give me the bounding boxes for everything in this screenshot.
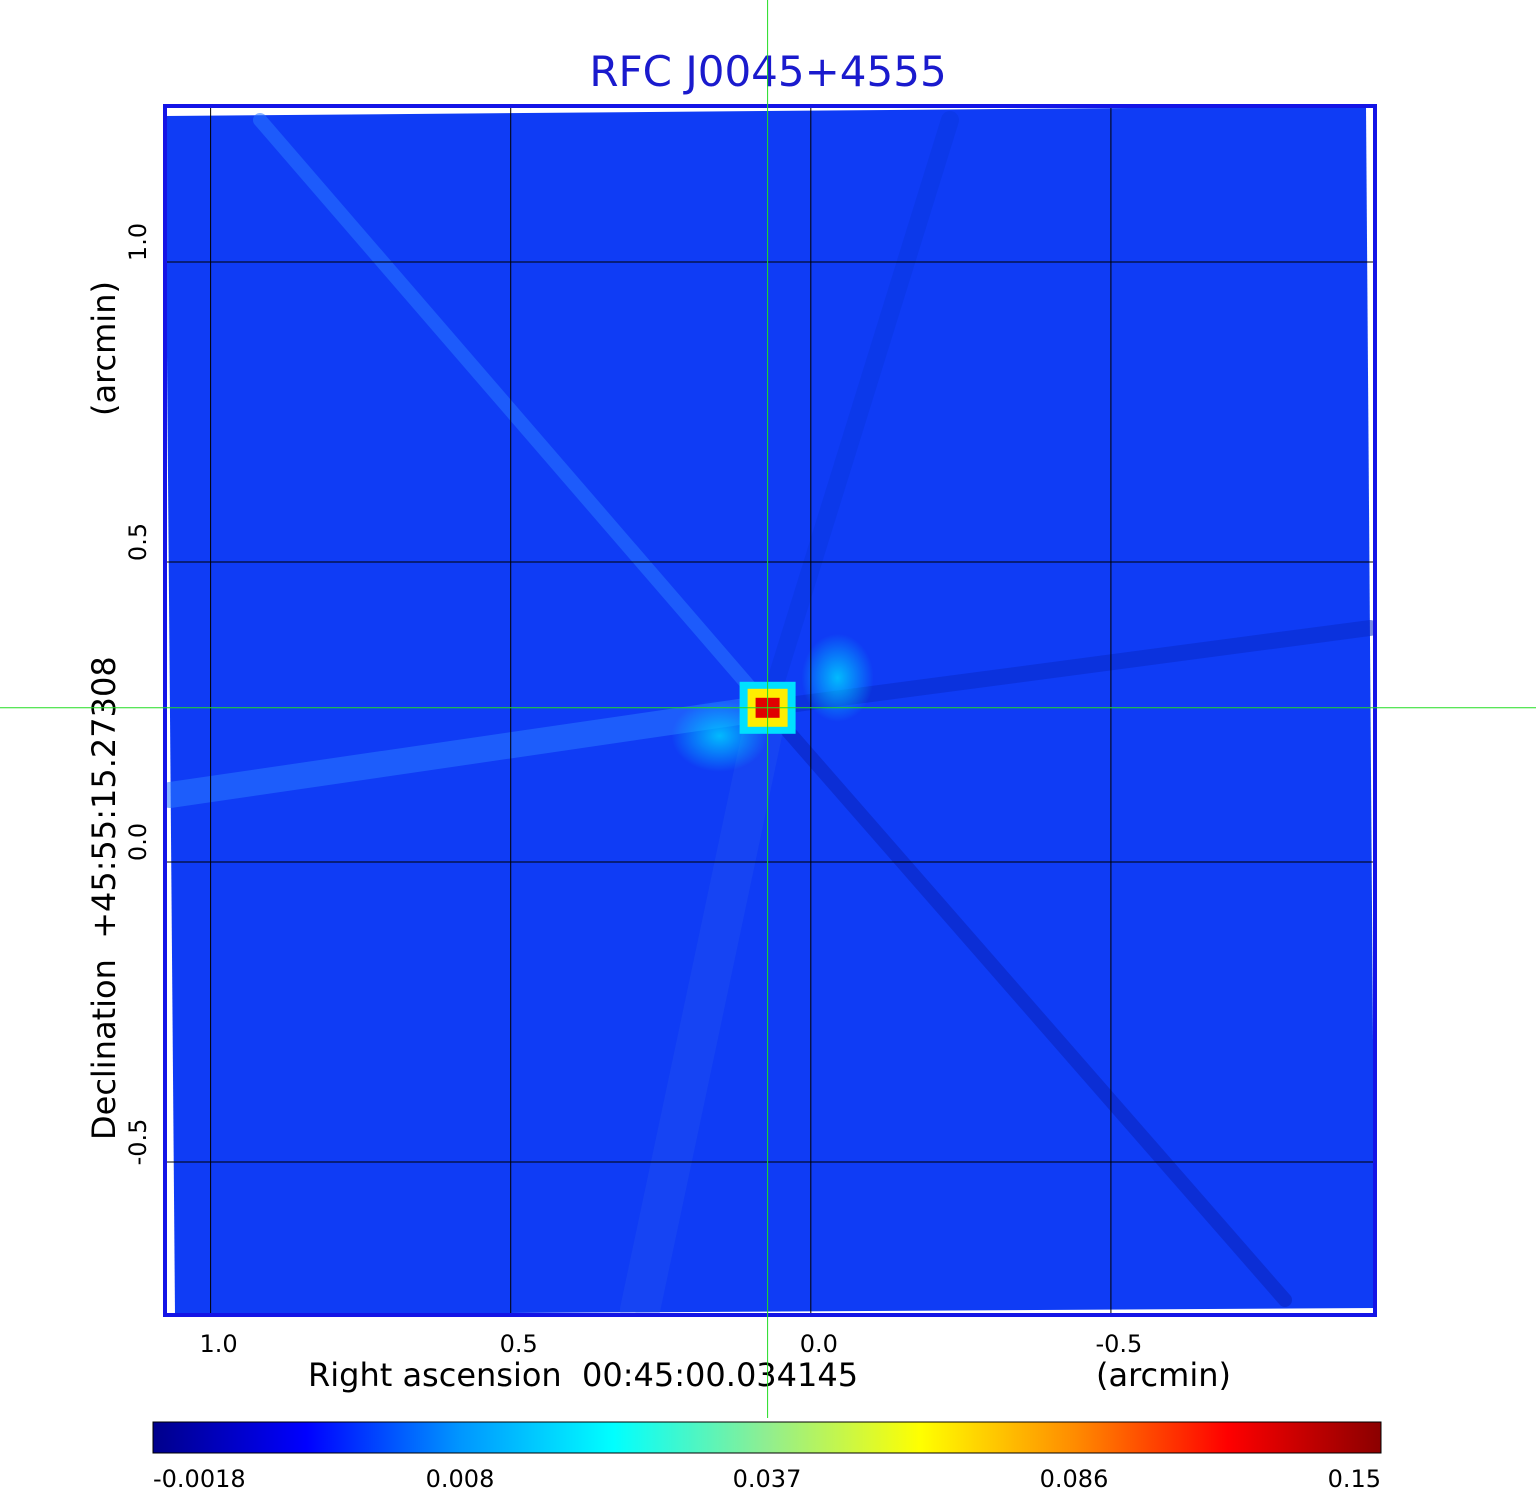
colorbar-tick-label: 0.037 <box>733 1465 802 1493</box>
x-axis-unit: (arcmin) <box>1096 1356 1231 1394</box>
y-axis-label: Declination +45:55:15.27308 <box>85 656 123 1140</box>
y-tick-label: 1.0 <box>124 223 152 261</box>
plot-frame <box>163 104 1377 1317</box>
x-axis-label: Right ascension 00:45:00.034145 <box>308 1356 858 1394</box>
y-tick-label: 0.0 <box>124 823 152 861</box>
sidelobe-streak-w <box>165 694 781 808</box>
map-features <box>165 111 1375 1315</box>
colorbar-tick-label: -0.0018 <box>153 1465 246 1493</box>
crosshair <box>0 0 1536 1418</box>
y-axis-unit: (arcmin) <box>85 281 123 416</box>
x-tick-label: 0.5 <box>500 1330 538 1358</box>
x-tick-label: 0.0 <box>800 1330 838 1358</box>
plot-area <box>163 104 1377 1317</box>
sidelobe-streak-ne <box>758 111 959 717</box>
colorbar-tick-label: 0.008 <box>426 1465 495 1493</box>
colorbar: -0.0018 0.008 0.037 0.086 0.15 <box>152 1421 1382 1493</box>
y-tick-label: 0.5 <box>124 523 152 561</box>
y-tick-label: -0.5 <box>124 1119 152 1166</box>
sidelobe-streak-se <box>760 700 1292 1307</box>
colorbar-tick-label: 0.086 <box>1040 1465 1109 1493</box>
colorbar-tick-labels: -0.0018 0.008 0.037 0.086 0.15 <box>153 1465 1381 1493</box>
colorbar-ramp <box>152 1421 1382 1454</box>
grid-lines <box>165 106 1375 1315</box>
x-tick-labels: 1.0 0.5 0.0 -0.5 <box>200 1330 1143 1358</box>
colorbar-tick-label: 0.15 <box>1328 1465 1381 1493</box>
sidelobe-streak-s <box>620 687 788 1315</box>
sidelobe-streak-nw <box>253 113 775 715</box>
x-tick-label: 1.0 <box>200 1330 238 1358</box>
x-tick-label: -0.5 <box>1095 1330 1142 1358</box>
source-glow-ne <box>801 633 874 722</box>
y-tick-labels: 1.0 0.5 0.0 -0.5 <box>124 223 152 1166</box>
